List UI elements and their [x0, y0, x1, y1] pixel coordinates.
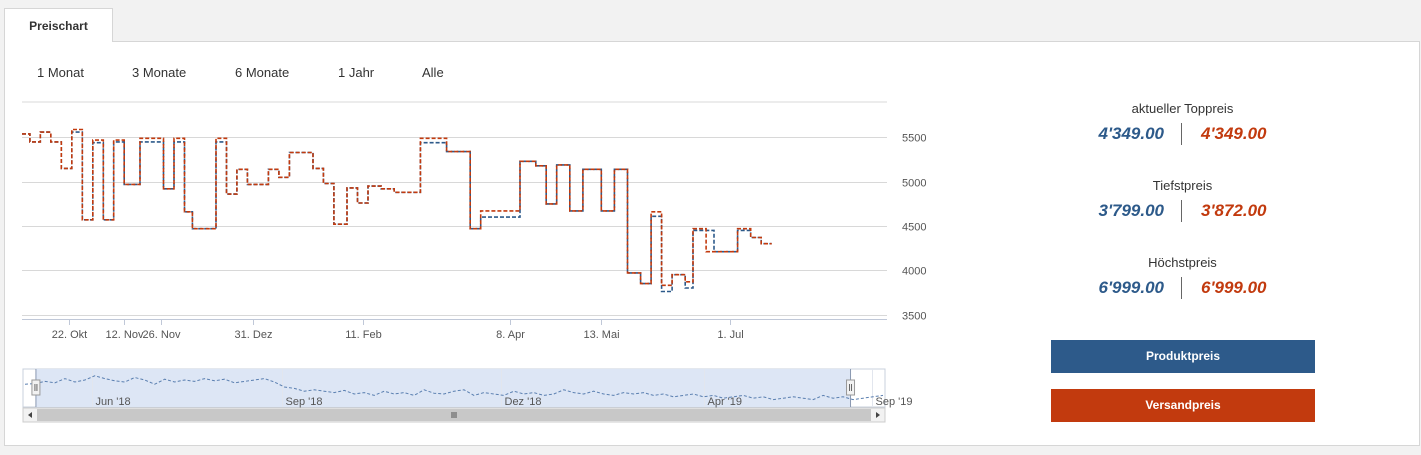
- stat-high-label: Höchstpreis: [1148, 255, 1217, 270]
- navigator-selection: [35, 369, 851, 407]
- stat-top: aktueller Toppreis 4'349.00 4'349.00: [1050, 101, 1315, 145]
- y-tick-label: 5500: [902, 133, 926, 145]
- navigator-handle-right[interactable]: [846, 379, 856, 396]
- stat-high: Höchstpreis 6'999.00 6'999.00: [1050, 255, 1315, 299]
- x-tick-label: 13. Mai: [583, 329, 619, 341]
- stat-high-product: 6'999.00: [1098, 278, 1165, 297]
- y-tick-label: 3500: [902, 311, 926, 323]
- x-tick-label: 31. Dez: [235, 329, 273, 341]
- stat-divider: [1181, 200, 1182, 222]
- x-tick-label: 11. Feb: [345, 329, 382, 341]
- stat-high-shipping: 6'999.00: [1201, 278, 1267, 297]
- x-tick-label: 26. Nov: [143, 329, 181, 341]
- stat-top-shipping: 4'349.00: [1201, 124, 1267, 143]
- range-6-monate[interactable]: 6 Monate: [235, 65, 290, 80]
- stat-low-product: 3'799.00: [1098, 201, 1165, 220]
- navigator-tick-label: Jun '18: [96, 396, 131, 408]
- y-tick-label: 4500: [902, 222, 926, 234]
- stat-divider: [1181, 277, 1182, 299]
- stat-divider: [1181, 123, 1182, 145]
- stat-low-label: Tiefstpreis: [1152, 178, 1213, 193]
- scroll-right-arrow-icon[interactable]: [876, 412, 880, 418]
- x-tick-label: 8. Apr: [496, 329, 525, 341]
- versandpreis-button[interactable]: Versandpreis: [1051, 389, 1315, 422]
- range-1-jahr[interactable]: 1 Jahr: [338, 65, 375, 80]
- navigator-series: [24, 375, 884, 401]
- stat-top-label: aktueller Toppreis: [1131, 101, 1234, 116]
- navigator-handle-left[interactable]: [31, 379, 41, 396]
- x-tick-label: 12. Nov: [106, 329, 144, 341]
- navigator-tick-label: Sep '18: [286, 396, 323, 408]
- range-alle[interactable]: Alle: [422, 65, 444, 80]
- series-shipping-line: [22, 128, 772, 287]
- scroll-left-arrow-icon[interactable]: [28, 412, 32, 418]
- y-tick-label: 5000: [902, 178, 926, 190]
- x-tick-label: 1. Jul: [717, 329, 743, 341]
- navigator-tick-label: Sep '19: [876, 396, 913, 408]
- x-tick-label: 22. Okt: [52, 329, 87, 341]
- navigator-tick-label: Dez '18: [505, 396, 542, 408]
- stat-low: Tiefstpreis 3'799.00 3'872.00: [1050, 178, 1315, 222]
- navigator-tick-label: Apr '19: [708, 396, 743, 408]
- produktpreis-button[interactable]: Produktpreis: [1051, 340, 1315, 373]
- series-product-line: [22, 131, 772, 293]
- price-chart[interactable]: 3500 4000 4500 5000 5500 22. Okt 12. Nov 26. No…: [0, 0, 930, 455]
- stat-top-product: 4'349.00: [1098, 124, 1165, 143]
- range-3-monate[interactable]: 3 Monate: [132, 65, 187, 80]
- stat-low-shipping: 3'872.00: [1201, 201, 1267, 220]
- range-1-monat[interactable]: 1 Monat: [37, 65, 84, 80]
- tab-preischart[interactable]: Preischart: [4, 8, 113, 42]
- y-tick-label: 4000: [902, 266, 926, 278]
